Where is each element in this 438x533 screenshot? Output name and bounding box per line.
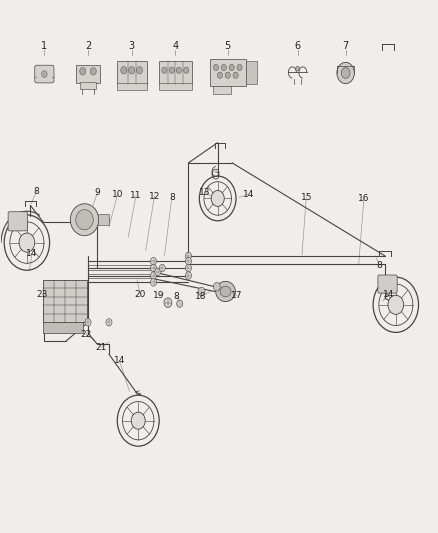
Text: 8: 8 bbox=[169, 193, 175, 202]
Circle shape bbox=[233, 72, 238, 78]
Bar bbox=[159, 83, 192, 90]
Circle shape bbox=[229, 64, 234, 71]
Circle shape bbox=[185, 252, 191, 260]
Text: 20: 20 bbox=[135, 289, 146, 298]
Circle shape bbox=[159, 264, 165, 272]
Circle shape bbox=[184, 67, 189, 74]
Text: 22: 22 bbox=[80, 329, 92, 338]
Circle shape bbox=[211, 190, 224, 206]
Text: 18: 18 bbox=[195, 292, 206, 301]
Circle shape bbox=[106, 319, 112, 326]
Text: 13: 13 bbox=[199, 188, 211, 197]
Bar bbox=[117, 83, 147, 90]
Bar bbox=[43, 280, 87, 322]
FancyBboxPatch shape bbox=[35, 65, 54, 83]
Circle shape bbox=[177, 300, 183, 308]
Text: 11: 11 bbox=[130, 191, 142, 200]
Circle shape bbox=[129, 67, 135, 74]
Circle shape bbox=[185, 264, 191, 272]
Circle shape bbox=[213, 282, 220, 291]
Text: 16: 16 bbox=[358, 194, 370, 203]
Circle shape bbox=[388, 295, 404, 314]
Ellipse shape bbox=[220, 286, 231, 297]
Bar bbox=[213, 86, 231, 94]
Text: 9: 9 bbox=[95, 188, 100, 197]
Circle shape bbox=[169, 67, 174, 74]
Circle shape bbox=[225, 72, 230, 78]
Circle shape bbox=[341, 68, 350, 78]
Circle shape bbox=[85, 319, 91, 326]
Circle shape bbox=[137, 67, 143, 74]
Circle shape bbox=[185, 257, 191, 265]
Circle shape bbox=[80, 68, 86, 75]
FancyBboxPatch shape bbox=[8, 212, 27, 231]
Ellipse shape bbox=[71, 204, 99, 236]
Circle shape bbox=[237, 64, 242, 71]
FancyBboxPatch shape bbox=[378, 275, 397, 293]
Text: 4: 4 bbox=[172, 41, 178, 51]
Ellipse shape bbox=[76, 209, 93, 230]
Text: 14: 14 bbox=[114, 356, 125, 365]
Circle shape bbox=[162, 67, 167, 74]
Bar bbox=[80, 82, 96, 88]
Text: 8: 8 bbox=[174, 292, 180, 301]
Bar bbox=[117, 61, 147, 84]
Text: 19: 19 bbox=[153, 291, 165, 300]
Circle shape bbox=[150, 264, 156, 272]
Bar bbox=[210, 59, 246, 86]
Circle shape bbox=[213, 64, 219, 71]
Circle shape bbox=[150, 279, 156, 286]
Text: 6: 6 bbox=[294, 41, 300, 51]
Circle shape bbox=[217, 72, 223, 78]
Circle shape bbox=[155, 268, 161, 276]
Text: 21: 21 bbox=[95, 343, 107, 352]
Bar bbox=[159, 61, 192, 84]
Circle shape bbox=[296, 66, 300, 71]
Text: 8: 8 bbox=[34, 187, 39, 196]
Text: 8: 8 bbox=[377, 261, 382, 270]
Text: 15: 15 bbox=[300, 193, 312, 202]
Text: 1: 1 bbox=[41, 41, 47, 51]
Bar bbox=[43, 322, 83, 333]
Circle shape bbox=[150, 272, 156, 279]
Bar bbox=[99, 214, 110, 225]
Circle shape bbox=[221, 64, 226, 71]
Circle shape bbox=[185, 272, 191, 279]
Text: 14: 14 bbox=[383, 290, 394, 299]
Circle shape bbox=[131, 412, 145, 429]
Circle shape bbox=[176, 67, 181, 74]
Circle shape bbox=[164, 298, 172, 308]
Text: 3: 3 bbox=[129, 41, 135, 51]
Text: 12: 12 bbox=[148, 192, 160, 201]
Text: 23: 23 bbox=[36, 289, 48, 298]
Text: 2: 2 bbox=[85, 41, 91, 51]
Circle shape bbox=[121, 67, 127, 74]
Circle shape bbox=[198, 287, 205, 296]
Text: 14: 14 bbox=[243, 190, 254, 199]
Ellipse shape bbox=[216, 281, 235, 302]
Bar bbox=[76, 64, 100, 83]
Bar bbox=[246, 61, 257, 84]
Circle shape bbox=[19, 233, 35, 252]
Text: 10: 10 bbox=[112, 190, 124, 199]
Circle shape bbox=[90, 68, 96, 75]
Text: 14: 14 bbox=[26, 249, 38, 259]
Text: 17: 17 bbox=[231, 291, 242, 300]
Text: 7: 7 bbox=[343, 41, 349, 51]
Circle shape bbox=[337, 62, 354, 84]
Circle shape bbox=[42, 71, 47, 77]
Text: 5: 5 bbox=[225, 41, 231, 51]
Circle shape bbox=[150, 257, 156, 265]
